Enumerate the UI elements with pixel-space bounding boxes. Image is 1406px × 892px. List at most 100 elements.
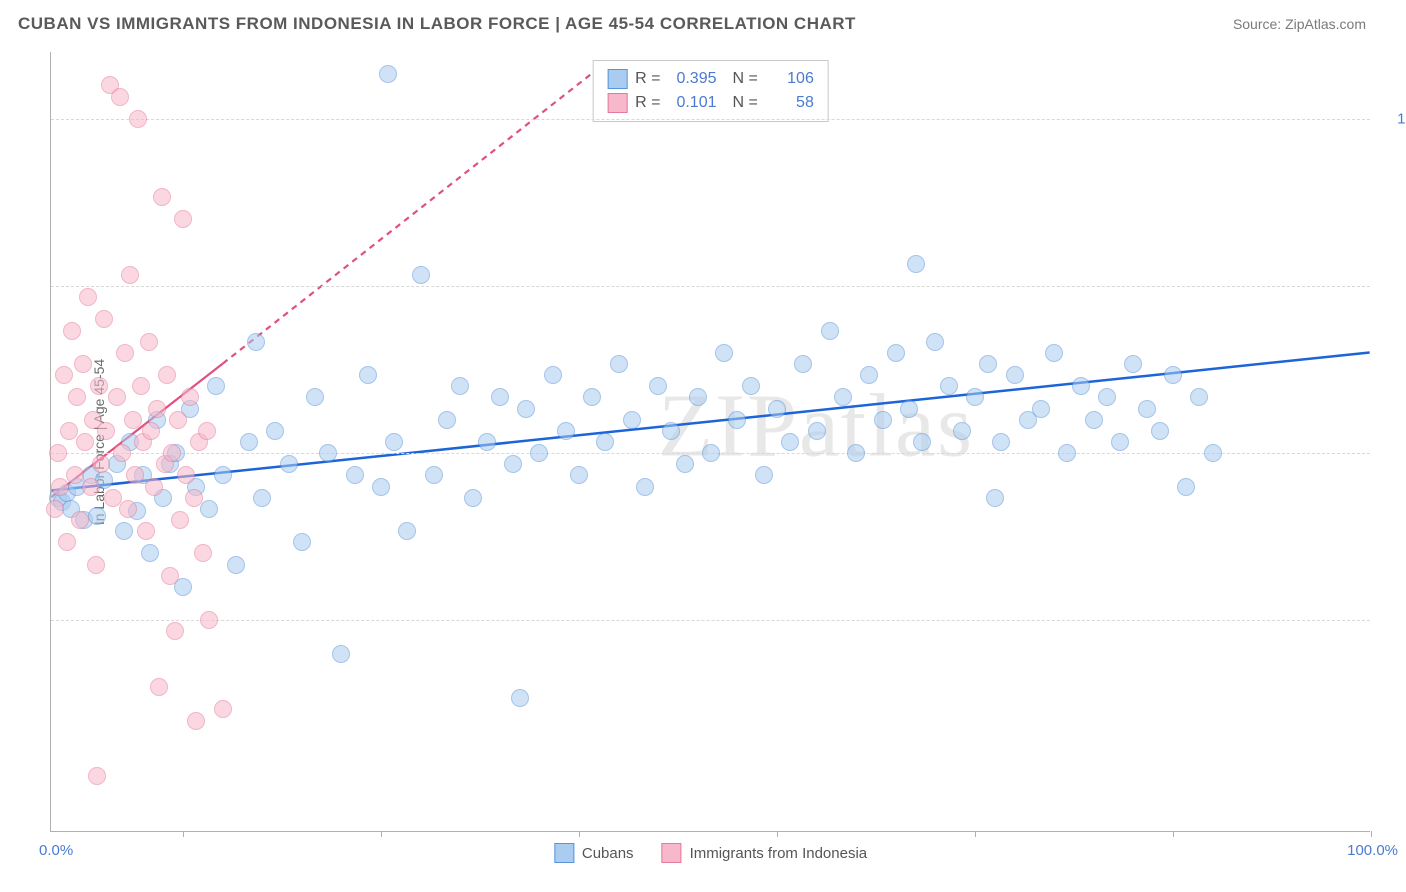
scatter-point: [662, 422, 680, 440]
scatter-point: [768, 400, 786, 418]
scatter-point: [124, 411, 142, 429]
scatter-point: [227, 556, 245, 574]
x-tick: [579, 831, 580, 837]
scatter-point: [900, 400, 918, 418]
scatter-point: [478, 433, 496, 451]
stats-legend: R =0.395N =106R = 0.101 N = 58: [592, 60, 829, 122]
scatter-point: [715, 344, 733, 362]
scatter-point: [49, 444, 67, 462]
scatter-point: [398, 522, 416, 540]
scatter-point: [1072, 377, 1090, 395]
scatter-point: [293, 533, 311, 551]
x-tick: [183, 831, 184, 837]
scatter-point: [1045, 344, 1063, 362]
scatter-point: [332, 645, 350, 663]
scatter-point: [150, 678, 168, 696]
scatter-point: [145, 478, 163, 496]
scatter-point: [171, 511, 189, 529]
scatter-point: [907, 255, 925, 273]
bottom-legend-item: Immigrants from Indonesia: [662, 843, 868, 863]
scatter-point: [834, 388, 852, 406]
scatter-point: [214, 466, 232, 484]
scatter-point: [794, 355, 812, 373]
stat-n-value: 58: [766, 94, 814, 112]
scatter-point: [728, 411, 746, 429]
scatter-point: [451, 377, 469, 395]
scatter-point: [266, 422, 284, 440]
bottom-legend-label: Immigrants from Indonesia: [690, 845, 868, 862]
x-tick: [381, 831, 382, 837]
x-axis-label-left: 0.0%: [39, 842, 73, 859]
scatter-point: [544, 366, 562, 384]
y-tick-label: 100.0%: [1378, 110, 1406, 127]
scatter-point: [979, 355, 997, 373]
x-tick: [1173, 831, 1174, 837]
scatter-point: [306, 388, 324, 406]
scatter-point: [46, 500, 64, 518]
scatter-point: [108, 388, 126, 406]
scatter-point: [140, 333, 158, 351]
scatter-point: [676, 455, 694, 473]
scatter-point: [913, 433, 931, 451]
bottom-legend: Cubans Immigrants from Indonesia: [554, 843, 867, 863]
scatter-point: [177, 466, 195, 484]
scatter-point: [240, 433, 258, 451]
scatter-point: [385, 433, 403, 451]
x-tick: [975, 831, 976, 837]
scatter-point: [1098, 388, 1116, 406]
grid-line: [51, 119, 1370, 120]
stat-r-value: 0.101: [669, 94, 717, 112]
scatter-point: [88, 767, 106, 785]
grid-line: [51, 620, 1370, 621]
scatter-point: [161, 567, 179, 585]
scatter-point: [530, 444, 548, 462]
scatter-point: [163, 444, 181, 462]
scatter-point: [570, 466, 588, 484]
scatter-point: [966, 388, 984, 406]
scatter-point: [169, 411, 187, 429]
scatter-point: [1190, 388, 1208, 406]
chart-plot-area: In Labor Force | Age 45-54 ZIPatlas R =0…: [50, 52, 1370, 832]
stat-r-label: R =: [635, 70, 660, 88]
scatter-point: [742, 377, 760, 395]
stat-n-label: N =: [733, 94, 758, 112]
x-tick: [1371, 831, 1372, 837]
stat-n-label: N =: [733, 70, 758, 88]
scatter-point: [142, 422, 160, 440]
scatter-point: [247, 333, 265, 351]
scatter-point: [755, 466, 773, 484]
scatter-point: [781, 433, 799, 451]
scatter-point: [438, 411, 456, 429]
scatter-point: [1204, 444, 1222, 462]
scatter-point: [649, 377, 667, 395]
scatter-point: [1058, 444, 1076, 462]
bottom-legend-label: Cubans: [582, 845, 634, 862]
scatter-point: [115, 522, 133, 540]
scatter-point: [412, 266, 430, 284]
scatter-point: [116, 344, 134, 362]
scatter-point: [95, 310, 113, 328]
scatter-point: [113, 444, 131, 462]
scatter-point: [1177, 478, 1195, 496]
legend-swatch: [662, 843, 682, 863]
scatter-point: [504, 455, 522, 473]
scatter-point: [953, 422, 971, 440]
scatter-point: [702, 444, 720, 462]
bottom-legend-item: Cubans: [554, 843, 634, 863]
scatter-point: [940, 377, 958, 395]
scatter-point: [557, 422, 575, 440]
scatter-point: [425, 466, 443, 484]
scatter-point: [319, 444, 337, 462]
scatter-point: [689, 388, 707, 406]
stats-legend-row: R =0.395N =106: [607, 67, 814, 91]
scatter-point: [90, 377, 108, 395]
scatter-point: [511, 689, 529, 707]
scatter-point: [87, 556, 105, 574]
scatter-point: [280, 455, 298, 473]
scatter-point: [214, 700, 232, 718]
scatter-point: [491, 388, 509, 406]
scatter-point: [464, 489, 482, 507]
scatter-point: [1111, 433, 1129, 451]
scatter-point: [74, 355, 92, 373]
scatter-point: [623, 411, 641, 429]
